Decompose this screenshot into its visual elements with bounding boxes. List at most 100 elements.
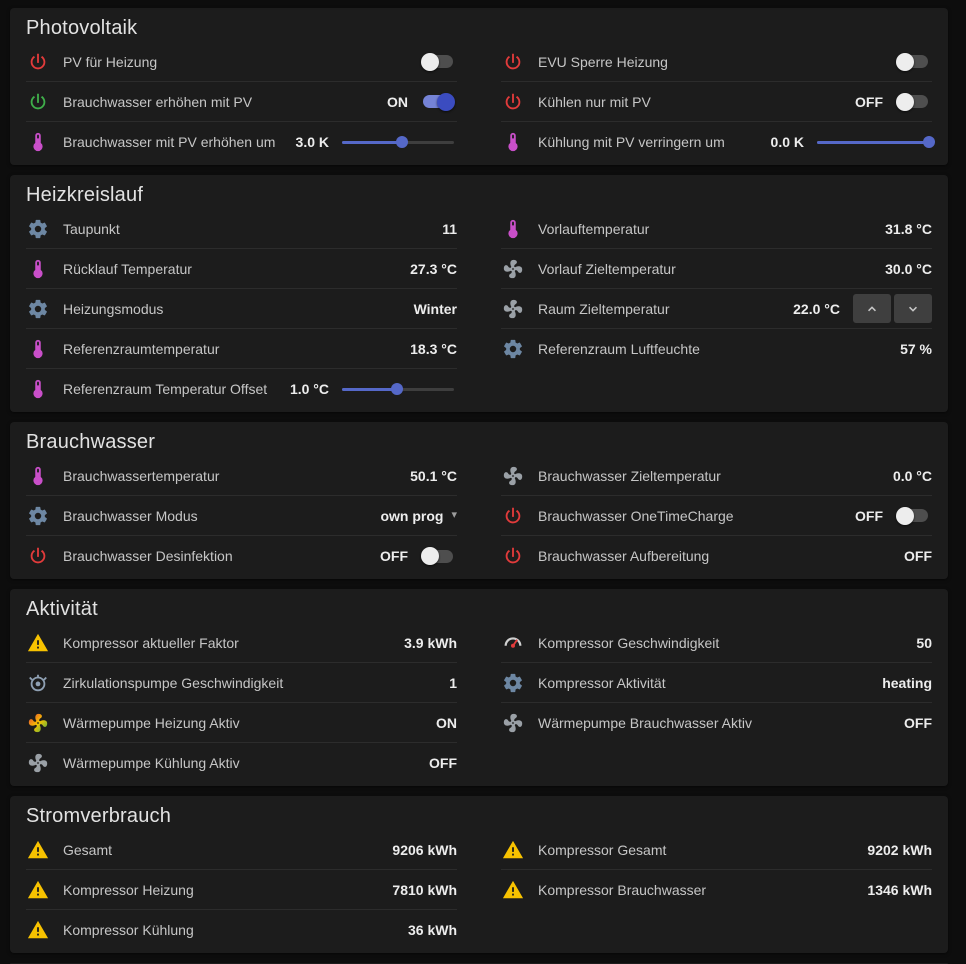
entity-value: 27.3 °C: [410, 260, 457, 277]
entity-label: Brauchwasser Desinfektion: [63, 548, 233, 564]
entity-label: Vorlauftemperatur: [538, 220, 650, 237]
thermometer-icon: [26, 130, 50, 154]
fan-icon: [501, 297, 525, 321]
entity-row[interactable]: Brauchwassertemperatur 50.1 °C: [26, 456, 457, 496]
power-icon: [26, 90, 50, 114]
entity-value: 36 kWh: [407, 922, 457, 938]
thermometer-icon: [26, 337, 50, 361]
entity-label: Rücklauf Temperatur: [63, 260, 192, 277]
warning-icon: [26, 918, 50, 942]
entity-row[interactable]: Brauchwasser Zieltemperatur 0.0 °C: [501, 456, 932, 496]
thermometer-icon: [26, 257, 50, 281]
entity-label: EVU Sperre Heizung: [538, 53, 668, 70]
thermometer-icon: [26, 377, 50, 401]
toggle-switch[interactable]: [896, 506, 928, 525]
entity-label: Brauchwasser OneTimeCharge: [538, 507, 734, 524]
entity-label: Referenzraumtemperatur: [63, 340, 220, 357]
entity-row[interactable]: Kompressor Aktivität heating: [501, 663, 932, 703]
entity-row[interactable]: EVU Sperre Heizung: [501, 42, 932, 82]
entity-label: Brauchwasser Zieltemperatur: [538, 467, 721, 484]
entity-row[interactable]: Kompressor Heizung 7810 kWh: [26, 870, 457, 910]
entity-row[interactable]: Taupunkt 11: [26, 209, 457, 249]
entity-row[interactable]: Referenzraumtemperatur 18.3 °C: [26, 329, 457, 369]
entity-row[interactable]: Vorlauftemperatur 31.8 °C: [501, 209, 932, 249]
slider[interactable]: [342, 136, 454, 148]
entity-row[interactable]: Kompressor aktueller Faktor 3.9 kWh: [26, 623, 457, 663]
entity-row[interactable]: Brauchwasser Modus own prog ▾: [26, 496, 457, 536]
slider-knob: [390, 383, 403, 395]
entity-value: ON: [436, 714, 457, 731]
entity-value: 50: [916, 634, 932, 651]
entity-row[interactable]: Gesamt 9206 kWh: [26, 830, 457, 870]
entity-row[interactable]: Brauchwasser Aufbereitung OFF: [501, 536, 932, 576]
entity-row[interactable]: Kompressor Gesamt 9202 kWh: [501, 830, 932, 870]
entity-row[interactable]: Kompressor Kühlung 36 kWh: [26, 910, 457, 950]
entity-label: Brauchwasser erhöhen mit PV: [63, 93, 253, 110]
section-card: Brauchwasser Brauchwassertemperatur 50.1 °…: [10, 422, 948, 579]
entity-label: Kompressor Heizung: [63, 881, 194, 898]
entity-value: 1.0 °C: [289, 381, 329, 397]
toggle-knob: [896, 506, 914, 525]
toggle-knob: [421, 547, 439, 565]
entity-row[interactable]: Kühlung mit PV verringern um 0.0 K: [501, 122, 935, 162]
entity-row[interactable]: Referenzraum Temperatur Offset 1.0 °C: [26, 369, 457, 409]
pump-icon: [26, 671, 50, 695]
entity-label: Kompressor Geschwindigkeit: [538, 634, 720, 651]
slider[interactable]: [817, 136, 935, 148]
entity-row[interactable]: Vorlauf Zieltemperatur 30.0 °C: [501, 249, 932, 289]
warning-icon: [501, 838, 525, 862]
entity-value: OFF: [855, 93, 883, 110]
toggle-switch[interactable]: [896, 92, 928, 111]
entity-label: Wärmepumpe Heizung Aktiv: [63, 714, 240, 731]
entity-row[interactable]: PV für Heizung: [26, 42, 457, 82]
slider[interactable]: [342, 383, 454, 395]
entity-row[interactable]: Heizungsmodus Winter: [26, 289, 457, 329]
entity-row[interactable]: Rücklauf Temperatur 27.3 °C: [26, 249, 457, 289]
entity-value: ON: [387, 93, 408, 110]
toggle-switch[interactable]: [421, 52, 453, 71]
gear-icon: [26, 504, 50, 528]
temperature-stepper: [853, 294, 932, 323]
power-icon: [501, 50, 525, 74]
section-card: Aktivität Kompressor aktueller Faktor 3.9 …: [10, 589, 948, 786]
entity-label: Brauchwassertemperatur: [63, 467, 220, 484]
slider-fill: [342, 140, 403, 144]
warning-icon: [501, 878, 525, 902]
increase-button[interactable]: [853, 294, 891, 323]
entity-row[interactable]: Referenzraum Luftfeuchte 57 %: [501, 329, 932, 369]
entity-value: Winter: [413, 300, 457, 317]
entity-label: Kompressor Brauchwasser: [538, 882, 707, 898]
entity-row[interactable]: Zirkulationspumpe Geschwindigkeit 1: [26, 663, 457, 703]
entity-row[interactable]: Wärmepumpe Heizung Aktiv ON: [26, 703, 457, 743]
toggle-switch[interactable]: [896, 52, 928, 71]
power-icon: [26, 50, 50, 74]
entity-row[interactable]: Kompressor Brauchwasser 1346 kWh: [501, 870, 932, 910]
entity-value: 11: [442, 220, 457, 237]
chevron-down-icon: ▾: [451, 509, 457, 521]
entity-row[interactable]: Brauchwasser mit PV erhöhen um 3.0 K: [26, 122, 457, 162]
decrease-button[interactable]: [894, 294, 932, 323]
fan-icon: [26, 711, 50, 735]
mode-select[interactable]: own prog ▾: [380, 508, 457, 524]
gear-icon: [26, 297, 50, 321]
toggle-switch[interactable]: [421, 547, 453, 565]
entity-row[interactable]: Kühlen nur mit PV OFF: [501, 82, 932, 122]
entity-row[interactable]: Brauchwasser OneTimeCharge OFF: [501, 496, 932, 536]
entity-row[interactable]: Wärmepumpe Kühlung Aktiv OFF: [26, 743, 457, 783]
toggle-switch[interactable]: [423, 92, 455, 111]
entity-row[interactable]: Kompressor Geschwindigkeit 50: [501, 623, 932, 663]
warning-icon: [26, 631, 50, 655]
entity-row[interactable]: Raum Zieltemperatur 22.0 °C: [501, 289, 932, 329]
fan-icon: [501, 464, 525, 488]
entity-row[interactable]: Brauchwasser Desinfektion OFF: [26, 536, 457, 576]
entity-row[interactable]: Wärmepumpe Brauchwasser Aktiv OFF: [501, 703, 932, 743]
slider-fill: [342, 387, 397, 391]
warning-icon: [26, 878, 50, 902]
thermometer-icon: [501, 217, 525, 241]
entity-row[interactable]: Brauchwasser erhöhen mit PV ON: [26, 82, 457, 122]
chevron-up-icon: [868, 305, 876, 311]
fan-icon: [501, 711, 525, 735]
warning-icon: [26, 838, 50, 862]
section-card: Stromverbrauch Gesamt 9206 kWh Kompressor H…: [10, 796, 948, 953]
